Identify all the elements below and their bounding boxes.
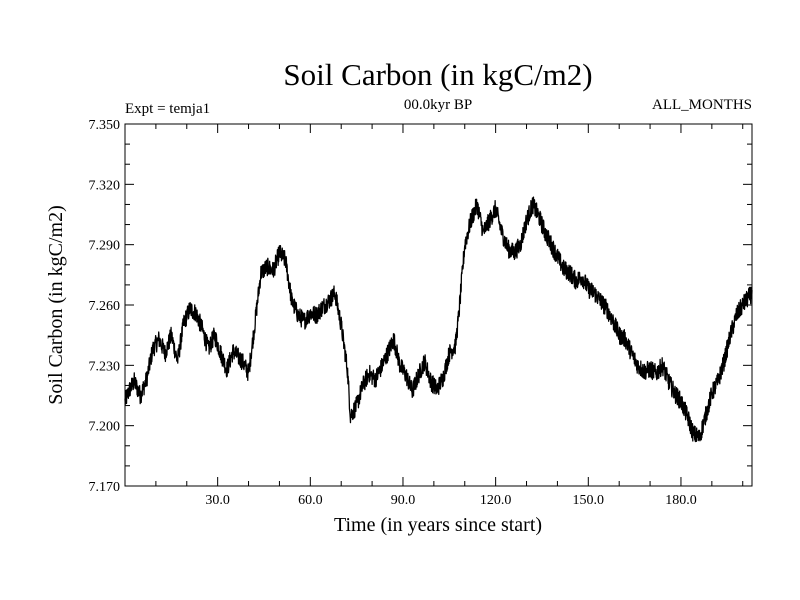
- y-tick-label: 7.260: [89, 299, 121, 314]
- plot-frame: [124, 123, 753, 487]
- experiment-label: Expt = temja1: [125, 101, 210, 117]
- x-tick-label: 120.0: [480, 493, 512, 508]
- y-tick-label: 7.350: [89, 118, 121, 133]
- x-axis-label: Time (in years since start): [334, 514, 542, 536]
- x-tick-label: 180.0: [665, 493, 697, 508]
- y-tick-label: 7.170: [89, 480, 121, 495]
- chart-title: Soil Carbon (in kgC/m2): [283, 57, 592, 92]
- series-layer: [124, 196, 753, 443]
- y-tick-label: 7.200: [89, 420, 121, 435]
- series-line-soil_carbon: [124, 196, 753, 443]
- y-tick-label: 7.230: [89, 359, 121, 374]
- y-tick-label: 7.290: [89, 239, 121, 254]
- chart-subtitle: 00.0kyr BP: [404, 97, 472, 113]
- x-tick-label: 60.0: [298, 493, 323, 508]
- ticks-layer: 30.0 60.0 90.0 120.0 150.0 180.0 7.170 7.200 7.2…: [89, 118, 752, 508]
- y-tick-label: 7.320: [89, 178, 121, 193]
- x-tick-label: 30.0: [205, 493, 230, 508]
- x-tick-label: 150.0: [573, 493, 605, 508]
- x-tick-label: 90.0: [391, 493, 416, 508]
- y-axis-label: Soil Carbon (in kgC/m2): [45, 205, 67, 404]
- months-label: ALL_MONTHS: [652, 97, 752, 113]
